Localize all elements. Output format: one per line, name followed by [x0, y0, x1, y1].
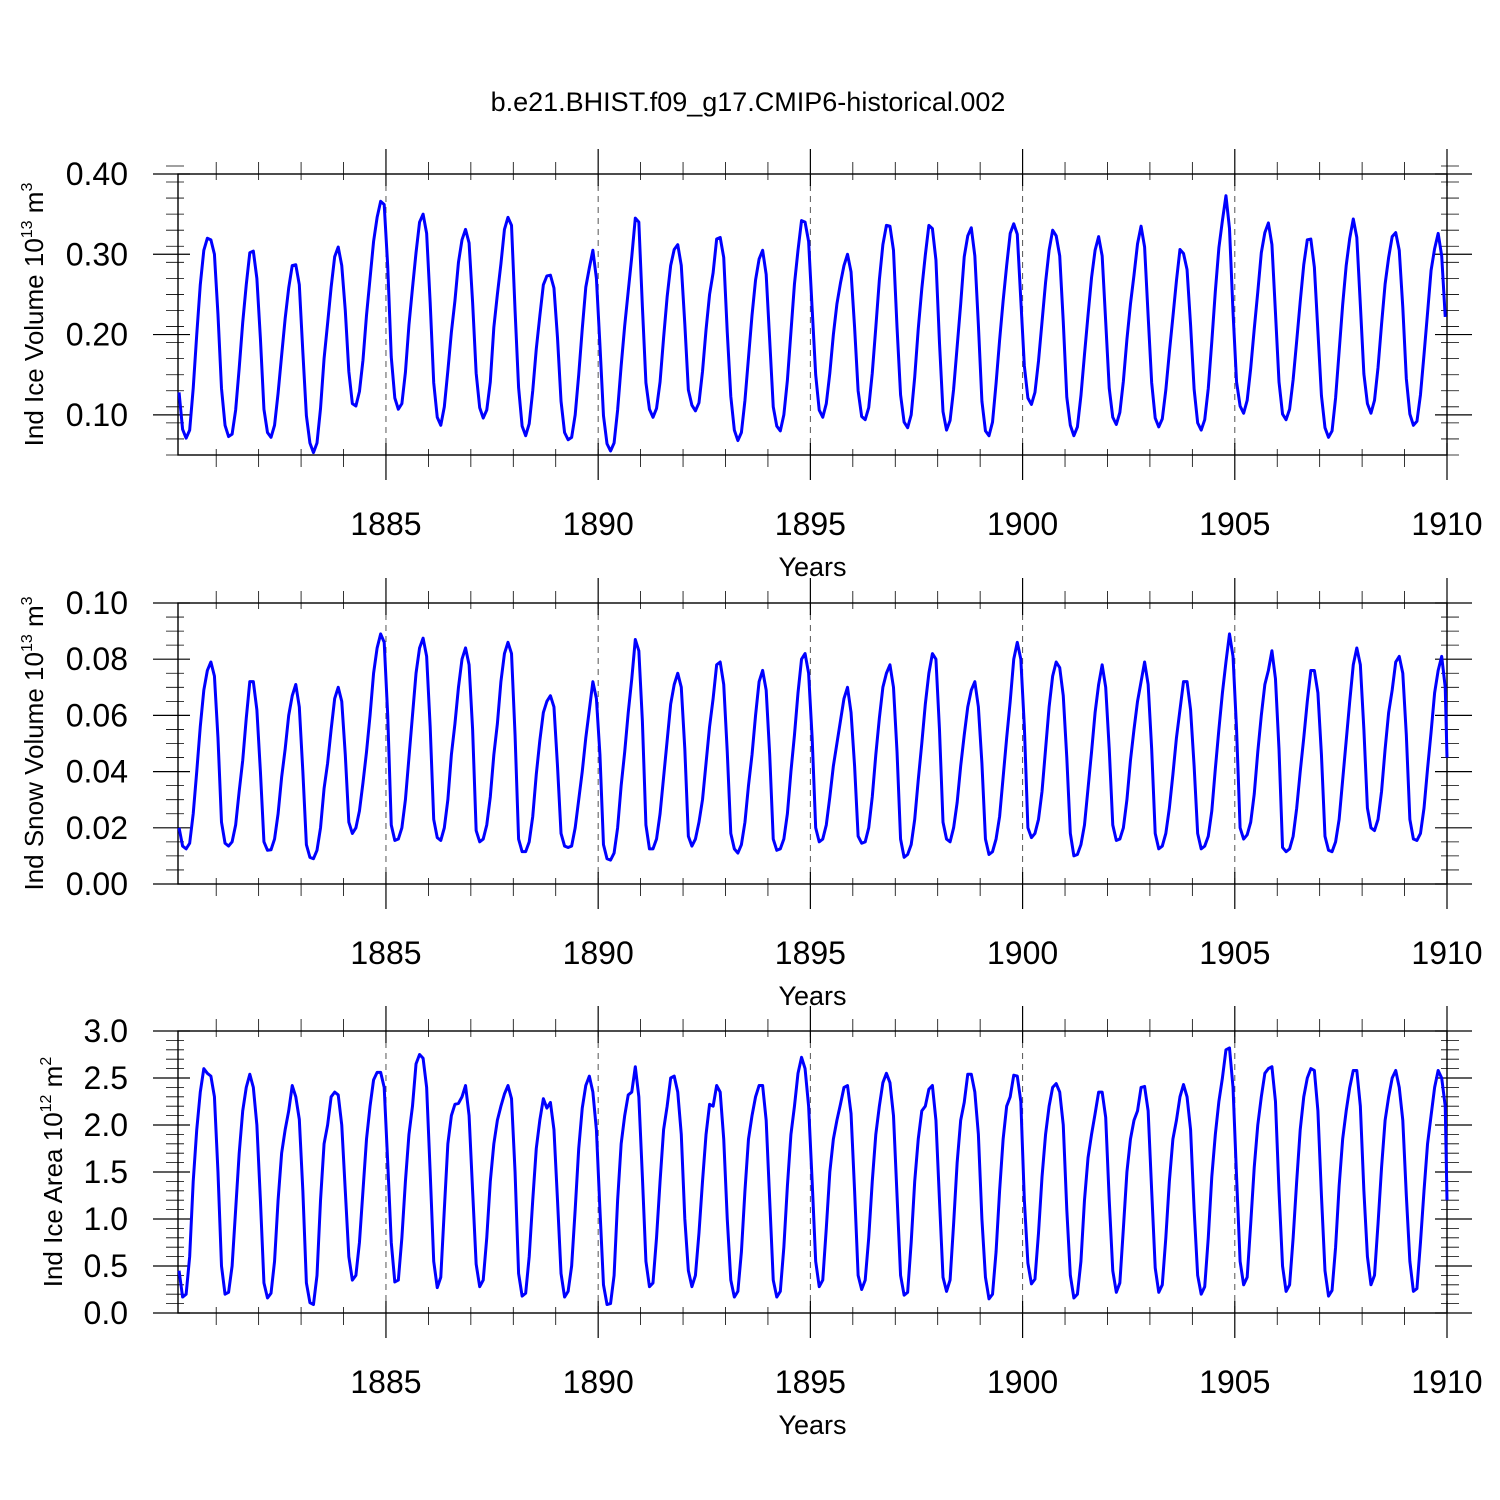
x-axis-label: Years [778, 981, 846, 1011]
x-axis-label: Years [778, 1410, 846, 1440]
y-axis-label-unit-exponent: 2 [38, 1057, 55, 1066]
y-tick-label: 0.30 [66, 236, 128, 272]
y-axis-label: Ind Ice Volume 1013 m3 [19, 183, 49, 447]
y-axis-label-unit: m [19, 605, 49, 634]
series-line-ind-ice-area [177, 1046, 1449, 1307]
y-tick-label: 0.5 [84, 1248, 128, 1284]
panel-snow-volume: 1885 1890 1895 1900 1905 1910 Years 0.00 0.02 0.0… [19, 578, 1483, 1011]
y-tick-label: 0.04 [66, 754, 128, 790]
y-tick-label: 2.0 [84, 1107, 128, 1143]
y-axis-label-exponent: 13 [19, 220, 36, 238]
y-tick-label: 0.10 [66, 397, 128, 433]
y-tick-label: 0.10 [66, 585, 128, 621]
y-tick-label: 0.20 [66, 317, 128, 353]
y-tick-label: 0.06 [66, 697, 128, 733]
y-tick-label: 1.0 [84, 1201, 128, 1237]
x-tick-label-1905: 1905 [1199, 506, 1270, 542]
y-axis-label-exponent: 12 [38, 1094, 55, 1112]
y-axis-label-text: Ind Ice Area 10 [38, 1112, 68, 1287]
x-axis-label: Years [778, 552, 846, 582]
x-tick-label-1885: 1885 [350, 506, 421, 542]
x-tick-label-1895: 1895 [775, 1364, 846, 1400]
x-tick-label-1890: 1890 [563, 935, 634, 971]
x-tick-label-1895: 1895 [775, 935, 846, 971]
x-tick-label-1905: 1905 [1199, 1364, 1270, 1400]
y-axis-label-text: Ind Snow Volume 10 [19, 652, 49, 891]
y-tick-label: 0.0 [84, 1295, 128, 1331]
figure-title: b.e21.BHIST.f09_g17.CMIP6-historical.002 [491, 87, 1006, 117]
y-axis-label: Ind Snow Volume 1013 m3 [19, 596, 49, 890]
y-tick-label: 0.40 [66, 156, 128, 192]
y-axis-label-text: Ind Ice Volume 10 [19, 238, 49, 446]
y-tick-label: 1.5 [84, 1154, 128, 1190]
y-tick-label: 2.5 [84, 1060, 128, 1096]
x-tick-label-1885: 1885 [350, 1364, 421, 1400]
y-tick-label: 0.08 [66, 641, 128, 677]
series-line-ind-ice-volume [177, 194, 1447, 455]
y-axis-label-unit: m [19, 192, 49, 221]
y-tick-label: 0.02 [66, 810, 128, 846]
x-tick-label-1900: 1900 [987, 1364, 1058, 1400]
y-axis-label-unit-exponent: 3 [19, 596, 36, 605]
y-axis-label-exponent: 13 [19, 634, 36, 652]
x-tick-label-1890: 1890 [563, 1364, 634, 1400]
x-tick-label-1910: 1910 [1411, 935, 1482, 971]
y-axis-label: Ind Ice Area 1012 m2 [38, 1057, 68, 1288]
x-tick-label-1910: 1910 [1411, 1364, 1482, 1400]
x-tick-label-1900: 1900 [987, 506, 1058, 542]
x-tick-label-1890: 1890 [563, 506, 634, 542]
plot-frame [177, 173, 1448, 456]
x-tick-label-1900: 1900 [987, 935, 1058, 971]
y-tick-label: 3.0 [84, 1013, 128, 1049]
x-tick-label-1895: 1895 [775, 506, 846, 542]
x-tick-label-1885: 1885 [350, 935, 421, 971]
x-tick-label-1905: 1905 [1199, 935, 1270, 971]
series-line-ind-snow-volume [177, 632, 1449, 862]
panel-ice-area: 1885 1890 1895 1900 1905 1910 Years 0.0 0.5 1.0 1.… [38, 1006, 1483, 1440]
x-tick-label-1910: 1910 [1411, 506, 1482, 542]
y-axis-label-unit: m [38, 1066, 68, 1095]
y-axis-label-unit-exponent: 3 [19, 183, 36, 192]
y-tick-label: 0.00 [66, 866, 128, 902]
panel-ice-volume: 1885 1890 1895 1900 1905 1910 Years 0.10 0.20 0.3… [19, 149, 1483, 582]
